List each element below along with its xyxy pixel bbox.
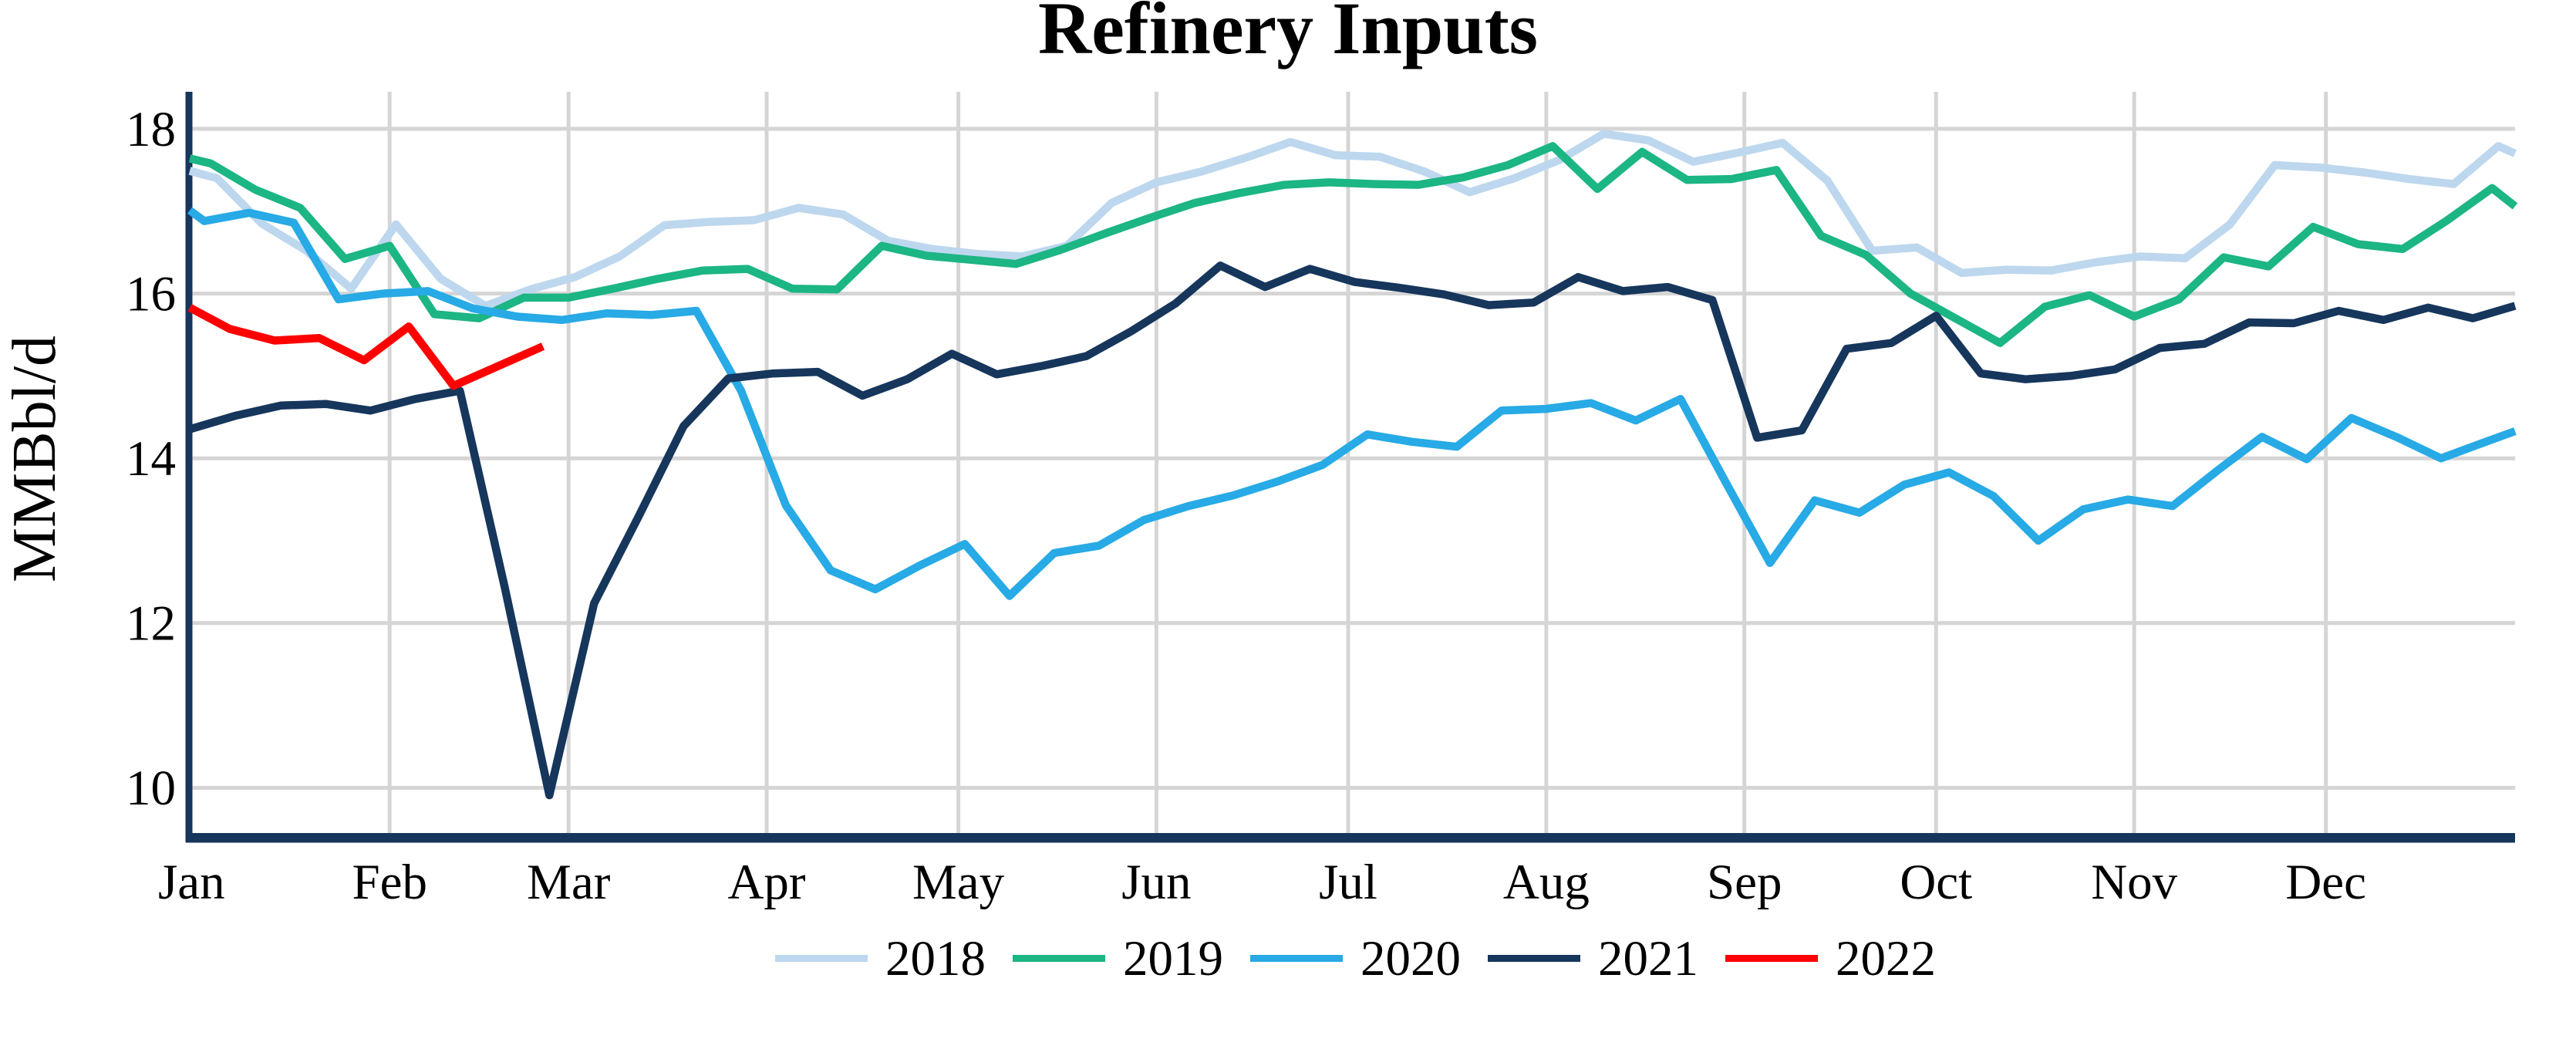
svg-text:May: May — [912, 855, 1005, 910]
svg-text:16: 16 — [126, 266, 176, 322]
svg-text:2022: 2022 — [1836, 931, 1936, 987]
svg-text:Apr: Apr — [727, 855, 805, 910]
svg-text:Feb: Feb — [352, 855, 427, 910]
svg-text:Sep: Sep — [1707, 855, 1782, 910]
svg-text:2020: 2020 — [1360, 931, 1461, 987]
svg-text:Nov: Nov — [2091, 855, 2177, 910]
svg-text:Refinery Inputs: Refinery Inputs — [1038, 0, 1538, 69]
svg-text:2019: 2019 — [1123, 931, 1223, 987]
svg-text:Mar: Mar — [527, 855, 611, 910]
svg-text:18: 18 — [126, 102, 176, 157]
svg-text:10: 10 — [126, 761, 176, 816]
svg-text:Jun: Jun — [1121, 855, 1191, 910]
svg-text:Aug: Aug — [1503, 855, 1590, 910]
svg-text:14: 14 — [126, 431, 176, 487]
svg-text:MMBbl/d: MMBbl/d — [1, 336, 69, 582]
svg-text:2021: 2021 — [1598, 931, 1698, 987]
svg-text:Jul: Jul — [1319, 855, 1377, 910]
svg-text:2018: 2018 — [885, 931, 986, 987]
svg-text:Jan: Jan — [158, 855, 225, 910]
svg-text:Dec: Dec — [2285, 855, 2366, 910]
svg-text:Oct: Oct — [1900, 855, 1972, 910]
svg-text:12: 12 — [126, 596, 176, 652]
